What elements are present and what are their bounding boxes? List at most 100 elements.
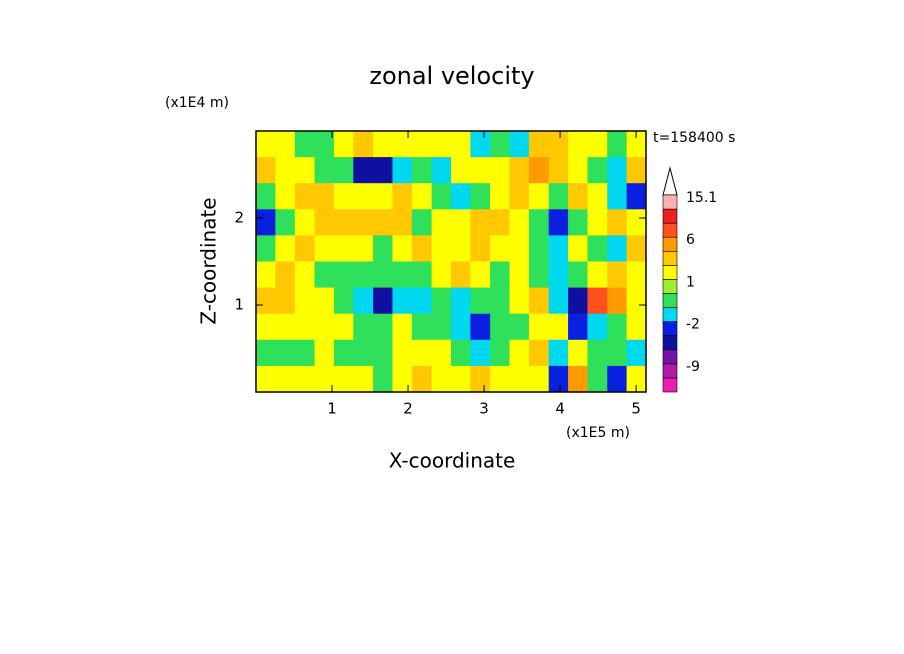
field-cell — [509, 365, 530, 393]
field-cell — [509, 235, 530, 262]
field-cell — [294, 131, 316, 158]
field-cell — [275, 261, 296, 289]
field-cell — [451, 313, 471, 341]
field-cell — [548, 339, 569, 367]
field-cell — [568, 157, 588, 184]
field-cell — [353, 313, 374, 341]
x-unit: (x1E5 m) — [566, 425, 630, 441]
field-cell — [587, 287, 608, 315]
field-cell — [490, 339, 511, 367]
field-cell — [411, 365, 433, 393]
field-cell — [294, 157, 316, 184]
field-cell — [392, 131, 413, 158]
field-cell — [373, 365, 393, 393]
field-cell — [314, 365, 335, 393]
field-cell — [587, 365, 608, 393]
field-cell — [451, 235, 471, 262]
plot-frame — [255, 130, 647, 393]
field-cell — [411, 313, 433, 341]
y-tick-label: 1 — [234, 296, 244, 314]
field-cell — [607, 261, 628, 289]
field-cell — [509, 261, 530, 289]
colorbar-band — [662, 279, 678, 294]
colorbar-band — [662, 194, 678, 210]
field-cell — [256, 183, 276, 210]
field-cell — [333, 209, 354, 236]
field-cell — [528, 157, 550, 184]
field-cell — [373, 209, 393, 236]
field-cell — [490, 287, 511, 315]
field-cell — [314, 313, 335, 341]
field-cell — [548, 365, 569, 393]
field-cell — [333, 287, 354, 315]
y-tick-label: 2 — [234, 209, 244, 227]
field-cell — [431, 287, 452, 315]
field-cell — [490, 235, 511, 262]
field-cell — [451, 183, 471, 210]
colorbar-label: 6 — [686, 232, 695, 248]
field-cell — [548, 313, 569, 341]
field-cell — [353, 287, 374, 315]
field-cell — [528, 339, 550, 367]
field-cell — [294, 365, 316, 393]
field-cell — [509, 209, 530, 236]
field-cell — [451, 339, 471, 367]
field-cell — [353, 209, 374, 236]
field-cell — [373, 339, 393, 367]
field-cell — [275, 157, 296, 184]
field-cell — [587, 235, 608, 262]
field-cell — [509, 131, 530, 158]
field-cell — [256, 235, 276, 262]
field-cell — [411, 131, 433, 158]
field-cell — [373, 313, 393, 341]
field-cell — [509, 313, 530, 341]
field-cell — [353, 261, 374, 289]
field-cell — [548, 183, 569, 210]
field-cell — [490, 313, 511, 341]
field-cell — [314, 157, 335, 184]
field-cell — [568, 235, 588, 262]
field-cell — [548, 261, 569, 289]
field-cell — [431, 339, 452, 367]
field-cell — [275, 365, 296, 393]
field-cell — [392, 157, 413, 184]
field-cell — [528, 365, 550, 393]
field-cell — [607, 157, 628, 184]
field-cell — [470, 209, 491, 236]
field-cell — [490, 209, 511, 236]
field-cell — [392, 313, 413, 341]
field-cell — [373, 183, 393, 210]
field-cell — [256, 261, 276, 289]
field-cell — [451, 131, 471, 158]
field-cell — [431, 261, 452, 289]
field-cell — [626, 313, 647, 341]
field-cell — [411, 339, 433, 367]
field-cell — [490, 131, 511, 158]
field-cell — [470, 235, 491, 262]
field-cell — [411, 157, 433, 184]
field-cell — [451, 287, 471, 315]
field-cell — [490, 365, 511, 393]
field-cell — [314, 261, 335, 289]
field-cell — [509, 339, 530, 367]
field-cell — [607, 209, 628, 236]
field-cell — [392, 235, 413, 262]
field-cell — [392, 339, 413, 367]
field-cell — [333, 235, 354, 262]
field-cell — [431, 131, 452, 158]
field-cell — [528, 235, 550, 262]
field-cell — [411, 183, 433, 210]
field-cell — [314, 131, 335, 158]
field-cell — [392, 365, 413, 393]
field-cell — [314, 235, 335, 262]
field-cell — [275, 339, 296, 367]
field-cell — [294, 235, 316, 262]
field-cell — [626, 339, 647, 367]
colorbar-label: -2 — [686, 317, 700, 333]
field-cell — [451, 209, 471, 236]
field-cell — [256, 365, 276, 393]
field-cell — [411, 261, 433, 289]
field-cell — [490, 157, 511, 184]
field-cell — [470, 287, 491, 315]
